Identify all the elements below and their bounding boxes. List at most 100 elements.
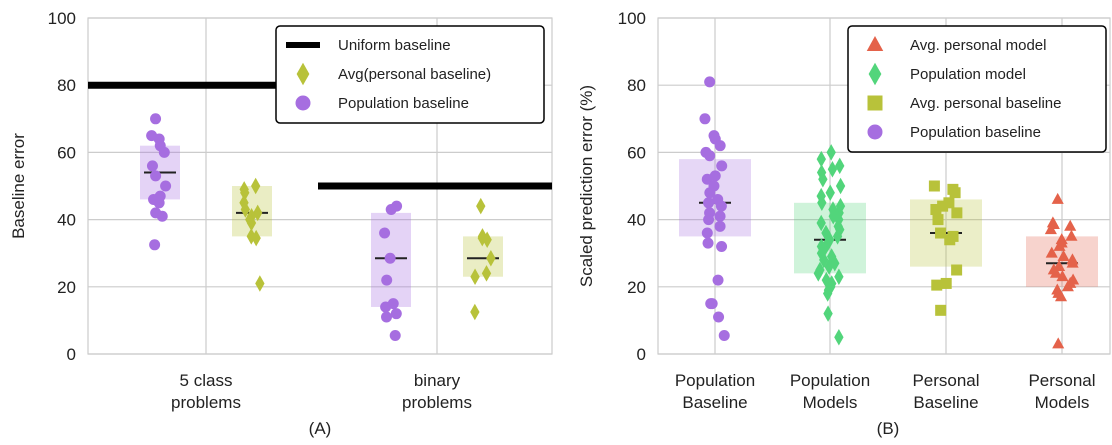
a-point-diamond [255, 275, 265, 292]
b-legend-key-diamond [868, 62, 882, 86]
b-point-diamond [826, 144, 836, 161]
b-point-square [930, 204, 942, 216]
a-point-diamond [481, 265, 492, 282]
a-point-diamond [470, 303, 480, 321]
a-legend-key-circle [295, 95, 311, 111]
b-point-diamond [816, 214, 826, 232]
b-point-diamond [818, 171, 828, 188]
b-point-square [940, 277, 952, 289]
b-point-diamond [817, 194, 827, 212]
b-xtick-label: Baseline [682, 393, 747, 412]
a-ytick-label: 100 [48, 9, 76, 28]
a-point-circle [381, 274, 393, 286]
b-point-diamond [835, 177, 846, 195]
a-point-circle [150, 113, 162, 125]
a-point-circle [158, 146, 170, 158]
b-ytick-label: 20 [627, 278, 646, 297]
a-point-circle [385, 204, 397, 216]
a-point-circle [384, 252, 396, 264]
a-ytick-label: 40 [57, 211, 76, 230]
b-point-square [951, 207, 963, 219]
b-point-triangle [1049, 266, 1063, 278]
a-point-diamond [251, 229, 261, 247]
a-xtick-label: 5 class [180, 371, 233, 390]
b-point-circle [701, 227, 713, 239]
a-legend-entry-label: Avg(personal baseline) [338, 66, 491, 83]
b-point-diamond [832, 228, 843, 245]
b-legend-entry-label: Population baseline [910, 124, 1041, 141]
a-panel-label: (A) [309, 419, 332, 438]
b-point-diamond [824, 258, 834, 275]
b-point-square [937, 200, 949, 212]
b-point-diamond [825, 184, 835, 201]
b-point-circle [716, 160, 728, 172]
panel-b: 0 20 40 60 80 100 Population Baseline Population… [577, 9, 1111, 438]
a-legend-entry-label: Population baseline [338, 95, 469, 112]
a-xtick-label: problems [402, 393, 472, 412]
a-point-circle [390, 308, 402, 320]
b-legend-entry-label: Avg. personal baseline [910, 95, 1062, 112]
b-point-diamond [816, 150, 826, 168]
a-point-diamond [246, 214, 257, 232]
b-point-circle [703, 214, 715, 226]
b-point-square [932, 214, 944, 226]
b-point-diamond [835, 197, 846, 215]
b-xtick-label: Personal [912, 371, 979, 390]
b-ytick-label: 100 [618, 9, 646, 28]
a-point-circle [389, 330, 401, 342]
b-point-diamond [834, 268, 844, 285]
b-point-circle [718, 330, 730, 342]
b-point-triangle [1044, 223, 1057, 235]
b-point-circle [714, 210, 726, 222]
a-xtick-label: binary [414, 371, 461, 390]
b-point-triangle [1056, 270, 1069, 282]
b-point-diamond [835, 157, 845, 175]
b-point-square [949, 187, 961, 199]
b-point-square [928, 180, 940, 192]
a-ylabel: Baseline error [9, 133, 28, 239]
a-legend-entry-label: Uniform baseline [338, 37, 451, 54]
b-point-square [935, 304, 947, 316]
a-point-circle [146, 160, 158, 172]
b-point-triangle [1053, 239, 1066, 251]
a-legend-box [275, 25, 545, 124]
b-point-square [931, 279, 943, 291]
b-point-diamond [823, 305, 833, 322]
b-point-diamond [827, 160, 838, 178]
b-point-diamond [823, 285, 833, 302]
b-xtick-label: Population [675, 371, 755, 390]
panel-a: 0 20 40 60 80 100 5 class problems binary problem… [9, 9, 553, 438]
a-point-circle [380, 301, 392, 313]
b-panel-label: (B) [877, 419, 900, 438]
a-ytick-label: 60 [57, 143, 76, 162]
b-legend-key-circle [867, 124, 883, 140]
b-xtick-label: Population [790, 371, 870, 390]
a-point-circle [150, 170, 162, 182]
b-point-triangle [1045, 246, 1058, 258]
b-point-circle [706, 298, 718, 310]
b-point-triangle [1061, 280, 1074, 292]
a-point-diamond [486, 249, 496, 267]
b-point-circle [704, 76, 716, 88]
b-point-triangle [1064, 219, 1077, 231]
b-ylabel: Scaled prediction error (%) [577, 85, 596, 287]
a-ytick-label: 80 [57, 76, 76, 95]
b-legend-key-square [867, 95, 883, 111]
a-point-diamond [250, 177, 261, 195]
b-point-circle [716, 240, 728, 252]
b-point-square [951, 264, 963, 276]
b-point-circle [702, 237, 714, 249]
b-point-diamond [835, 221, 845, 238]
b-xtick-label: Baseline [913, 393, 978, 412]
b-point-circle [704, 187, 716, 199]
b-point-circle [699, 113, 711, 125]
a-ytick-label: 20 [57, 278, 76, 297]
b-point-triangle [1054, 290, 1068, 302]
b-legend-entry-label: Avg. personal model [910, 37, 1046, 54]
a-point-diamond [253, 204, 263, 222]
b-point-circle [704, 150, 716, 162]
b-point-triangle [1066, 256, 1079, 268]
a-point-circle [160, 180, 172, 192]
b-ytick-label: 40 [627, 211, 646, 230]
